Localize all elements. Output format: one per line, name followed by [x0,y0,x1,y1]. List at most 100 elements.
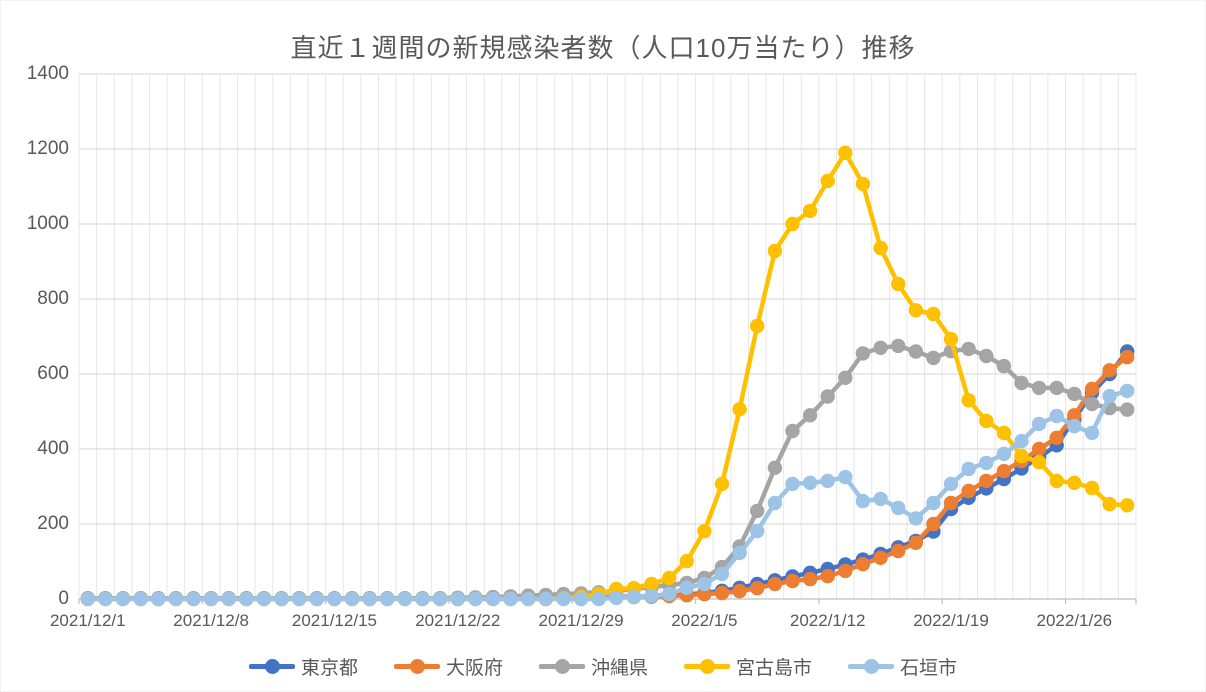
data-point-ishigaki [415,591,430,607]
data-point-osaka [1102,363,1117,378]
y-axis-tick-label: 1200 [26,138,69,159]
data-point-ishigaki [767,495,783,511]
data-point-osaka [996,463,1012,479]
data-point-ishigaki [996,446,1012,462]
data-point-ishigaki [239,591,254,607]
legend-label: 沖縄県 [590,658,648,679]
data-point-miyakojima [644,576,659,592]
data-point-ishigaki [662,586,677,602]
data-point-ishigaki [133,591,148,607]
data-point-okinawa [873,340,888,355]
data-point-ishigaki [344,591,360,607]
data-point-miyakojima [767,243,783,259]
data-point-ishigaki [926,495,941,511]
data-point-ishigaki [362,591,377,607]
data-point-osaka [838,563,853,579]
data-point-miyakojima [679,553,694,569]
data-point-miyakojima [662,570,677,586]
data-point-miyakojima [802,203,818,219]
x-axis-tick-label: 2021/12/8 [173,611,249,630]
data-point-ishigaki [538,591,553,607]
legend-item-ishigaki[interactable]: 石垣市 [848,653,957,680]
data-point-osaka [802,571,818,587]
legend-label: 石垣市 [900,658,958,679]
y-axis-tick-label: 1400 [26,63,69,84]
data-point-miyakojima [1084,480,1100,496]
data-point-okinawa [1067,386,1082,402]
data-point-ishigaki [785,476,800,492]
data-point-miyakojima [943,331,959,347]
data-point-ishigaki [908,511,923,526]
data-point-ishigaki [1067,418,1082,434]
data-point-osaka [961,483,976,499]
data-point-miyakojima [1014,448,1029,464]
data-point-miyakojima [1031,454,1047,470]
x-axis-tick-label: 2022/1/5 [671,611,738,630]
data-point-miyakojima [996,425,1012,441]
data-point-osaka [1049,430,1064,445]
data-point-ishigaki [115,591,131,607]
data-point-ishigaki [626,589,642,605]
data-point-ishigaki [961,461,976,477]
data-point-ishigaki [1120,383,1135,399]
legend: 東京都 大阪府 沖縄県 宮古島市 石垣市 [1,653,1205,680]
legend-line-marker-icon [393,659,440,674]
data-point-miyakojima [926,306,941,322]
x-axis-tick-label: 2021/12/22 [415,611,501,630]
data-point-ishigaki [556,591,571,607]
legend-item-miyakojima[interactable]: 宮古島市 [684,653,812,680]
data-point-osaka [697,586,712,602]
legend-item-osaka[interactable]: 大阪府 [393,653,503,680]
data-point-ishigaki [891,500,906,516]
data-point-ishigaki [679,580,694,595]
x-axis-tick-label: 2022/1/26 [1036,611,1113,630]
data-point-ishigaki [609,590,624,606]
data-point-okinawa [820,389,835,404]
data-point-miyakojima [873,240,888,256]
data-point-ishigaki [98,591,113,607]
data-point-ishigaki [732,545,747,561]
data-point-ishigaki [855,493,871,509]
data-point-okinawa [802,408,818,423]
data-point-ishigaki [644,588,659,604]
data-point-osaka [979,473,994,489]
y-axis-tick-label: 1000 [26,213,69,234]
data-point-okinawa [838,370,853,385]
data-point-osaka [714,585,730,601]
x-axis-tick-label: 2022/1/12 [789,611,866,630]
y-axis-tick-label: 800 [37,288,69,309]
legend-line-marker-icon [248,659,295,674]
data-point-osaka [926,516,941,532]
data-point-ishigaki [802,475,818,490]
data-point-ishigaki [1084,425,1100,441]
data-point-miyakojima [979,413,994,429]
data-point-ishigaki [80,591,96,607]
legend-label: 東京都 [300,658,358,679]
data-point-miyakojima [961,393,976,408]
data-point-ishigaki [820,473,835,489]
data-point-ishigaki [1014,433,1029,449]
data-point-miyakojima [697,523,712,539]
y-axis-tick-label: 200 [37,513,69,534]
data-point-osaka [750,580,765,596]
data-point-ishigaki [221,591,236,607]
data-point-ishigaki [1049,408,1064,424]
data-point-ishigaki [714,566,730,582]
legend-item-tokyo[interactable]: 東京都 [248,653,358,680]
legend-line-marker-icon [684,659,730,674]
data-point-okinawa [979,348,994,364]
data-point-ishigaki [943,476,959,492]
data-point-ishigaki [168,591,184,607]
data-point-okinawa [1120,402,1135,417]
data-point-okinawa [1084,396,1100,412]
data-point-osaka [1084,381,1100,397]
data-point-osaka [891,543,906,559]
data-point-okinawa [1031,380,1047,396]
data-point-ishigaki [1031,416,1047,432]
legend-item-okinawa[interactable]: 沖縄県 [538,653,648,680]
data-point-miyakojima [838,145,853,160]
data-point-ishigaki [397,591,413,607]
data-point-okinawa [750,503,765,519]
